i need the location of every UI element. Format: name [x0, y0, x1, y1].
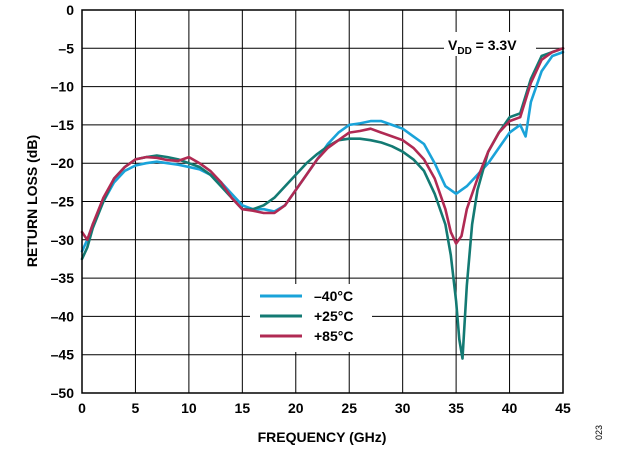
x-tick-label: 10: [181, 400, 197, 416]
legend-label: +25°C: [314, 308, 353, 324]
series-line-3: [80, 46, 565, 245]
legend-label: –40°C: [314, 288, 353, 304]
y-tick-label: –50: [51, 385, 75, 401]
x-tick-label: 15: [235, 400, 251, 416]
y-tick-label: 0: [66, 2, 74, 18]
series-line-1: [80, 50, 565, 253]
x-tick-label: 0: [78, 400, 86, 416]
y-tick-label: –25: [51, 194, 75, 210]
x-tick-labels: 0 5 10 15 20 25 30 35 40 45: [78, 400, 571, 416]
x-tick-label: 40: [502, 400, 518, 416]
series-lines: [80, 46, 565, 360]
x-tick-label: 20: [288, 400, 304, 416]
y-tick-label: –5: [58, 40, 74, 56]
plot-frame: [81, 9, 564, 394]
x-axis-title: FREQUENCY (GHz): [258, 429, 387, 445]
y-tick-label: –20: [51, 155, 75, 171]
vdd-annotation-tail: = 3.3V: [472, 37, 517, 53]
y-tick-label: –45: [51, 347, 75, 363]
y-tick-labels: 0 –5 –10 –15 –20 –25 –30 –35 –40 –45 –50: [51, 2, 75, 401]
legend: –40°C +25°C +85°C: [250, 284, 372, 352]
y-tick-label: –40: [51, 308, 75, 324]
y-tick-label: –35: [51, 270, 75, 286]
y-axis-title: RETURN LOSS (dB): [24, 135, 40, 267]
x-tick-label: 5: [132, 400, 140, 416]
vdd-annotation-sub: DD: [457, 46, 471, 57]
y-tick-label: –30: [51, 232, 75, 248]
x-tick-label: 45: [555, 400, 571, 416]
x-tick-label: 30: [395, 400, 411, 416]
figure-id: 023: [594, 425, 604, 440]
x-tick-label: 35: [448, 400, 464, 416]
vdd-annotation: VDD = 3.3V: [444, 32, 536, 57]
x-tick-label: 25: [341, 400, 357, 416]
y-tick-label: –15: [51, 117, 75, 133]
y-tick-label: –10: [51, 79, 75, 95]
svg-text:VDD = 3.3V: VDD = 3.3V: [448, 37, 517, 57]
vdd-annotation-main: V: [448, 37, 458, 53]
legend-label: +85°C: [314, 328, 353, 344]
